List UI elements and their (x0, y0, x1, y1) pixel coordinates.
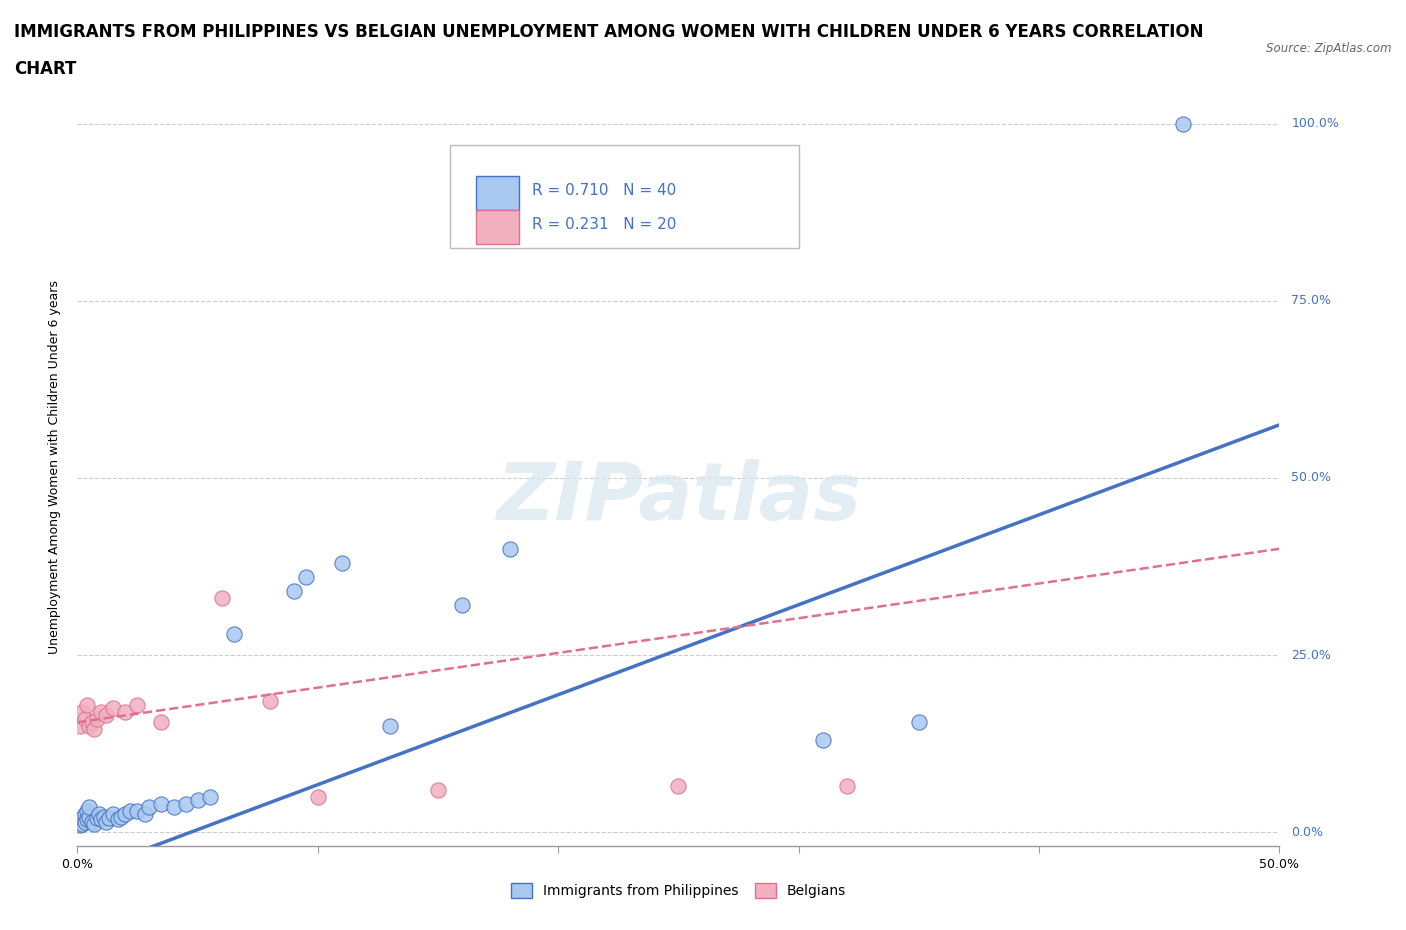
Point (87, 807, 110, 822)
Point (114, 807, 136, 822)
Point (150, 796, 173, 811)
Point (427, 782, 450, 797)
Point (86, 811, 108, 826)
Point (79, 719, 101, 734)
Point (110, 809, 132, 824)
Point (93, 809, 115, 824)
Point (90, 704, 112, 719)
Point (307, 790, 329, 804)
Text: R = 0.710   N = 40: R = 0.710 N = 40 (531, 183, 676, 198)
Text: ZIPatlas: ZIPatlas (496, 458, 860, 537)
Point (120, 804, 142, 818)
Text: Source: ZipAtlas.com: Source: ZipAtlas.com (1267, 42, 1392, 55)
Point (134, 807, 156, 822)
Point (83, 817, 105, 831)
Text: CHART: CHART (14, 60, 76, 78)
Point (150, 715, 173, 730)
Text: 0.0%: 0.0% (1292, 826, 1323, 839)
Bar (477, 209, 519, 244)
Point (103, 700, 125, 715)
Point (198, 790, 221, 804)
Point (668, 778, 690, 793)
Point (162, 800, 184, 815)
Point (76, 698, 98, 712)
Legend: Immigrants from Philippines, Belgians: Immigrants from Philippines, Belgians (505, 878, 852, 904)
Point (69, 817, 91, 832)
Point (138, 800, 160, 815)
Point (70, 811, 93, 826)
FancyBboxPatch shape (450, 145, 799, 247)
Y-axis label: Unemployment Among Women with Children Under 6 years: Unemployment Among Women with Children U… (48, 280, 60, 655)
Point (76, 812, 98, 827)
Point (96, 708, 118, 723)
Text: 25.0%: 25.0% (1292, 648, 1331, 661)
Point (73, 711, 96, 726)
Text: 100.0%: 100.0% (1292, 117, 1340, 130)
Point (908, 715, 931, 730)
Point (86, 711, 108, 726)
Point (186, 792, 209, 807)
Point (96, 814, 118, 829)
Point (70, 817, 93, 831)
Point (259, 694, 281, 709)
Point (283, 584, 305, 599)
Point (80, 814, 103, 829)
Point (174, 796, 197, 811)
Point (114, 704, 136, 719)
Point (83, 722, 105, 737)
Point (69, 719, 91, 734)
Point (107, 812, 129, 827)
Point (451, 598, 474, 613)
Point (73, 807, 96, 822)
Bar (477, 176, 519, 209)
Point (294, 570, 316, 585)
Point (97, 811, 120, 826)
Point (79, 809, 101, 824)
Point (127, 804, 149, 818)
Point (1173, 116, 1195, 131)
Text: 75.0%: 75.0% (1292, 295, 1331, 307)
Point (127, 698, 149, 712)
Point (79, 800, 101, 815)
Point (378, 719, 401, 734)
Point (80, 715, 103, 730)
Point (222, 626, 245, 641)
Point (330, 555, 353, 570)
Point (73, 814, 96, 829)
Point (90, 812, 112, 827)
Point (70, 704, 93, 719)
Point (811, 733, 834, 748)
Point (76, 804, 98, 818)
Point (103, 807, 125, 822)
Point (835, 778, 858, 793)
Text: IMMIGRANTS FROM PHILIPPINES VS BELGIAN UNEMPLOYMENT AMONG WOMEN WITH CHILDREN UN: IMMIGRANTS FROM PHILIPPINES VS BELGIAN U… (14, 23, 1204, 41)
Point (499, 541, 522, 556)
Text: 50.0%: 50.0% (1292, 472, 1331, 485)
Point (211, 591, 233, 605)
Text: R = 0.231   N = 20: R = 0.231 N = 20 (531, 218, 676, 232)
